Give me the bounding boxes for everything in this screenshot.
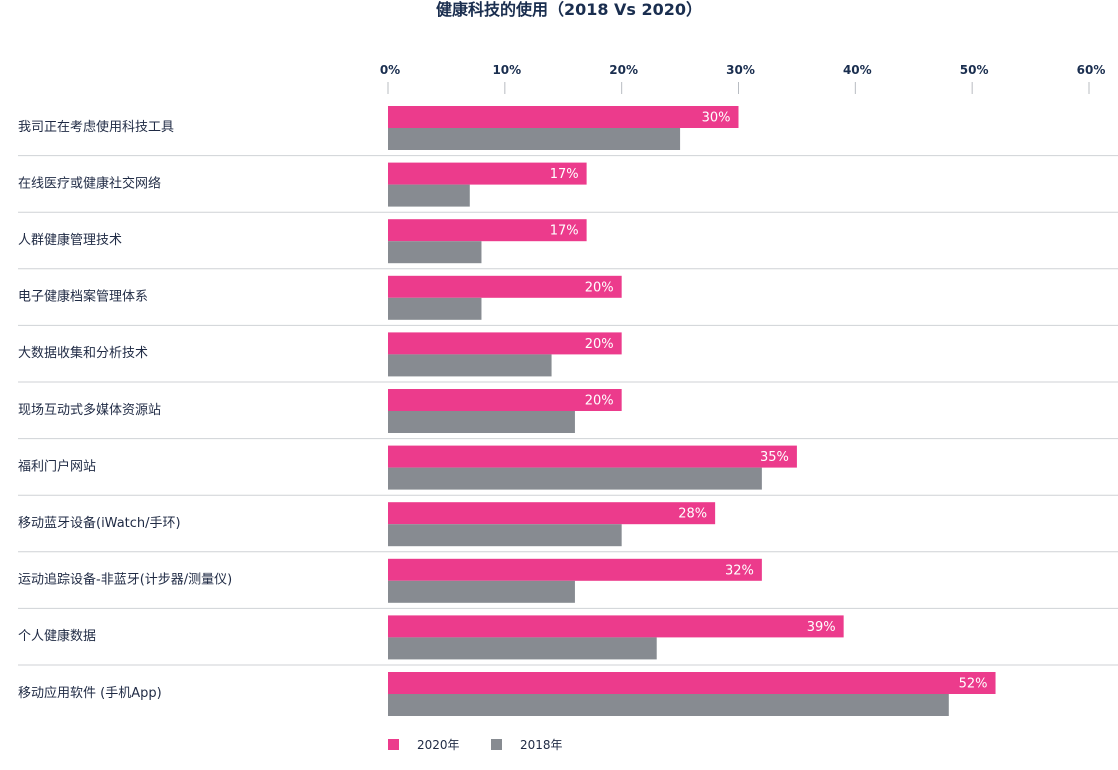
bar-2020 [388,106,739,128]
bar-2018 [388,297,482,320]
chart-row: 我司正在考虑使用科技工具 30% [18,106,1118,157]
chart-row: 人群健康管理技术 17% [18,219,1118,270]
chart-rows: 我司正在考虑使用科技工具 30% 在线医疗或健康社交网络 17% 人群健康管理技术 17%… [18,106,1118,716]
bar-2020 [388,502,716,525]
bar-2018 [388,184,470,207]
bar-2020 [388,389,622,411]
bar-2018 [388,524,622,547]
chart-title: 健康科技的使用（2018 Vs 2020） [435,0,703,19]
data-label-2020: 35% [760,450,789,465]
category-label: 移动应用软件 (手机App) [18,685,162,701]
chart-row: 现场互动式多媒体资源站 20% [18,389,1118,440]
legend-item: 2020年 [388,738,460,752]
legend-swatch [491,739,502,750]
legend-item: 2018年 [491,738,563,752]
category-label: 在线医疗或健康社交网络 [18,175,161,191]
bar-2020 [388,275,622,298]
x-tick-label: 10% [492,63,521,77]
chart-row: 电子健康档案管理体系 20% [18,275,1118,326]
bar-2018 [388,411,575,433]
bar-2018 [388,637,657,660]
bar-2018 [388,241,482,264]
x-tick-label: 30% [726,63,755,77]
x-tick-label: 50% [960,63,989,77]
legend: 2020年 2018年 [388,738,563,752]
x-tick-label: 20% [609,63,638,77]
data-label-2020: 52% [959,677,988,692]
chart-row: 移动应用软件 (手机App) 52% [18,672,996,716]
data-label-2020: 20% [585,337,614,352]
category-label: 福利门户网站 [18,458,96,474]
chart-row: 在线医疗或健康社交网络 17% [18,162,1118,213]
category-label: 现场互动式多媒体资源站 [18,402,161,418]
bar-2020 [388,332,622,355]
bar-2020 [388,219,587,242]
chart-row: 大数据收集和分析技术 20% [18,332,1118,383]
x-tick-label: 40% [843,63,872,77]
data-label-2020: 39% [807,620,836,635]
bar-2018 [388,694,949,716]
bar-2020 [388,445,797,468]
legend-swatch [388,739,399,750]
bar-2020 [388,558,762,581]
category-label: 人群健康管理技术 [18,232,122,248]
data-label-2020: 32% [725,563,754,578]
legend-label: 2018年 [520,738,563,752]
category-label: 我司正在考虑使用科技工具 [18,119,174,135]
data-label-2020: 20% [585,394,614,409]
x-tick-label: 60% [1077,63,1106,77]
bar-2018 [388,354,552,377]
bar-2018 [388,580,575,603]
category-label: 移动蓝牙设备(iWatch/手环) [18,515,181,531]
x-tick-label: 0% [380,63,400,77]
chart-row: 运动追踪设备-非蓝牙(计步器/测量仪) 32% [18,558,1118,609]
category-label: 个人健康数据 [18,628,96,644]
data-label-2020: 20% [585,280,614,295]
chart-row: 福利门户网站 35% [18,445,1118,496]
data-label-2020: 30% [702,111,731,126]
bar-2020 [388,672,996,694]
bar-2018 [388,128,681,150]
data-label-2020: 17% [550,224,579,239]
data-label-2020: 28% [678,507,707,522]
chart-row: 移动蓝牙设备(iWatch/手环) 28% [18,502,1118,553]
category-label: 大数据收集和分析技术 [18,345,148,361]
chart-row: 个人健康数据 39% [18,615,1118,666]
bar-2020 [388,162,587,185]
data-label-2020: 17% [550,167,579,182]
category-label: 运动追踪设备-非蓝牙(计步器/测量仪) [18,572,232,588]
x-axis-ticks: 0% 10% 20% 30% 40% 50% 60% [380,63,1106,94]
bar-2018 [388,467,762,490]
bar-2020 [388,615,844,638]
legend-label: 2020年 [417,738,460,752]
category-label: 电子健康档案管理体系 [18,289,148,305]
